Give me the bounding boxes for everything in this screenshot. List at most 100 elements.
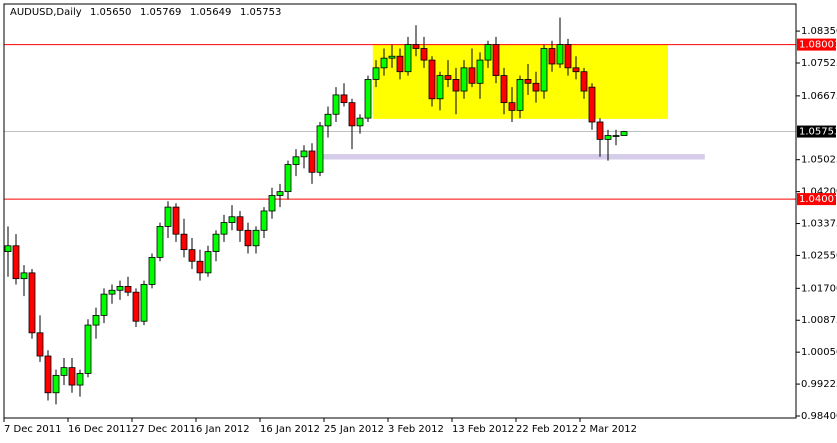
candle-body xyxy=(244,229,252,247)
candle-body xyxy=(412,44,420,49)
candle-body xyxy=(252,229,260,247)
x-tick-label: 3 Feb 2012 xyxy=(388,424,444,435)
info-value: 1.05650 xyxy=(90,7,131,18)
candle-body xyxy=(60,367,68,376)
candle-body xyxy=(476,59,484,84)
candle-body xyxy=(452,79,460,92)
candle-body xyxy=(276,191,284,196)
candle-body xyxy=(92,315,100,326)
candle-body xyxy=(516,79,524,111)
candle-body xyxy=(564,44,572,69)
x-tick-label: 16 Dec 2011 xyxy=(68,424,132,435)
candle-body xyxy=(204,251,212,274)
x-tick-label: 25 Jan 2012 xyxy=(324,424,384,435)
info-value: 1.05753 xyxy=(240,7,281,18)
candle-body xyxy=(4,245,12,252)
candle-body xyxy=(372,67,380,80)
candle-body xyxy=(364,79,372,119)
x-tick-label: 13 Feb 2012 xyxy=(452,424,514,435)
candle-body xyxy=(340,94,348,104)
y-tick-label: 1.03375 xyxy=(801,219,837,230)
candle-body xyxy=(268,195,276,212)
info-value: 1.05649 xyxy=(190,7,231,18)
y-tick-label: 0.98400 xyxy=(801,411,837,422)
candle-body xyxy=(20,272,28,280)
candle-body xyxy=(532,82,540,92)
y-tick-label: 1.00875 xyxy=(801,315,837,326)
y-tick-label: 1.08350 xyxy=(801,26,837,37)
candle-body xyxy=(284,164,292,193)
candle-body xyxy=(196,260,204,274)
candle-body xyxy=(524,79,532,84)
candle-body xyxy=(436,75,444,100)
x-tick-label: 22 Feb 2012 xyxy=(516,424,578,435)
candle-body xyxy=(308,150,316,173)
x-tick-label: 16 Jan 2012 xyxy=(260,424,320,435)
candle-body xyxy=(444,75,452,80)
price-label-box xyxy=(797,193,836,206)
candle-body xyxy=(228,216,236,223)
candle-body xyxy=(44,355,52,394)
y-tick-label: 1.04200 xyxy=(801,187,837,198)
candle-body xyxy=(404,44,412,73)
candle-body xyxy=(540,48,548,92)
candle-body xyxy=(420,48,428,61)
x-tick-label: 27 Dec 2011 xyxy=(132,424,196,435)
zone-rectangle xyxy=(321,154,705,160)
candle-body xyxy=(76,373,84,386)
x-tick-label: 2 Mar 2012 xyxy=(580,424,637,435)
plot-frame xyxy=(3,3,797,419)
candle-body xyxy=(500,75,508,104)
chart-title: AUDUSD,Daily xyxy=(10,7,82,18)
candle-body xyxy=(36,332,44,357)
candle-body xyxy=(124,285,132,293)
candle-body xyxy=(180,233,188,251)
price-label: 1.04007 xyxy=(799,194,837,205)
price-label-box xyxy=(797,38,836,51)
y-tick-label: 1.06675 xyxy=(801,91,837,102)
candle-body xyxy=(388,55,396,59)
candle-body xyxy=(356,117,364,127)
candle-body xyxy=(548,48,556,65)
candle-body xyxy=(604,135,612,140)
candle-body xyxy=(164,206,172,227)
candle-body xyxy=(580,71,588,92)
x-tick-label: 6 Jan 2012 xyxy=(196,424,250,435)
candle-body xyxy=(52,374,60,394)
plot-layer xyxy=(4,17,796,405)
candle-body xyxy=(396,55,404,73)
price-label: 1.08001 xyxy=(799,40,837,51)
candle-body xyxy=(100,293,108,316)
y-tick-label: 0.99225 xyxy=(801,379,837,390)
candle-body xyxy=(28,272,36,334)
candle-body xyxy=(316,125,324,173)
candle-body xyxy=(348,102,356,127)
candle-body xyxy=(428,59,436,100)
candle-body xyxy=(300,150,308,158)
x-tick-label: 7 Dec 2011 xyxy=(4,424,62,435)
candle-body xyxy=(556,44,564,65)
candle-body xyxy=(236,216,244,231)
price-label: 1.05753 xyxy=(799,127,837,138)
candle-body xyxy=(508,102,516,111)
candle-body xyxy=(492,44,500,76)
candle-body xyxy=(188,249,196,262)
candle-body xyxy=(468,67,476,84)
candle-body xyxy=(108,289,116,295)
y-tick-label: 1.02550 xyxy=(801,250,837,261)
y-tick-label: 1.01700 xyxy=(801,283,837,294)
info-value: 1.05769 xyxy=(140,7,181,18)
candle-body xyxy=(220,222,228,235)
candle-body xyxy=(460,67,468,92)
candle-body xyxy=(148,256,156,285)
candle-body xyxy=(12,245,20,280)
candle-body xyxy=(484,44,492,61)
y-tick-label: 1.07525 xyxy=(801,58,837,69)
candle-body xyxy=(260,210,268,231)
candle-body xyxy=(620,131,628,136)
candle-body xyxy=(172,206,180,235)
candle-body xyxy=(68,367,76,386)
candle-body xyxy=(596,121,604,140)
